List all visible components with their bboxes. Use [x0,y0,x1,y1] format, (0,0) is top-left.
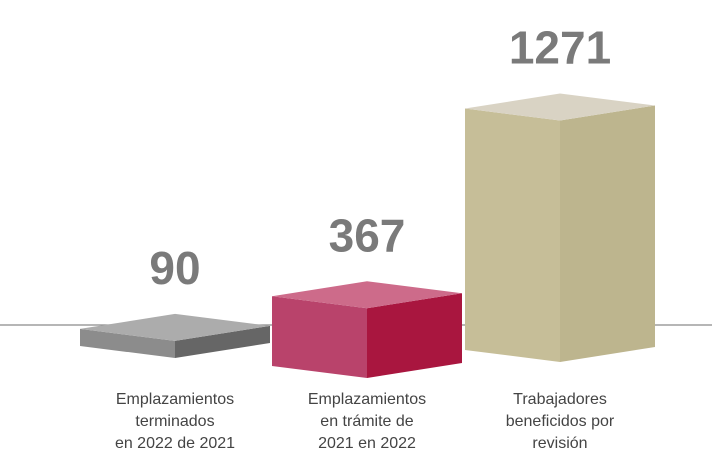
value-label: 1271 [509,22,611,74]
bar-top-face [465,93,655,121]
bar-right-face [175,325,270,358]
category-label: beneficidos por [506,413,615,430]
bar-right-face [560,105,655,362]
category-label: en 2022 de 2021 [115,435,235,452]
category-label: 2021 en 2022 [318,435,416,452]
bar-left-face [80,328,175,358]
bar-left-face [272,296,367,378]
bar-left-face [465,108,560,362]
value-label: 367 [329,209,406,261]
category-label: terminados [135,413,214,430]
category-label: Emplazamientos [116,391,234,408]
bar-right-face [367,293,462,378]
value-label: 90 [149,242,200,294]
bar-top-face [272,281,462,309]
category-label: en trámite de [320,413,413,430]
bar-top-face [80,313,270,341]
category-label: Emplazamientos [308,391,426,408]
category-label: Trabajadores [513,391,607,408]
category-label: revisión [532,435,587,452]
